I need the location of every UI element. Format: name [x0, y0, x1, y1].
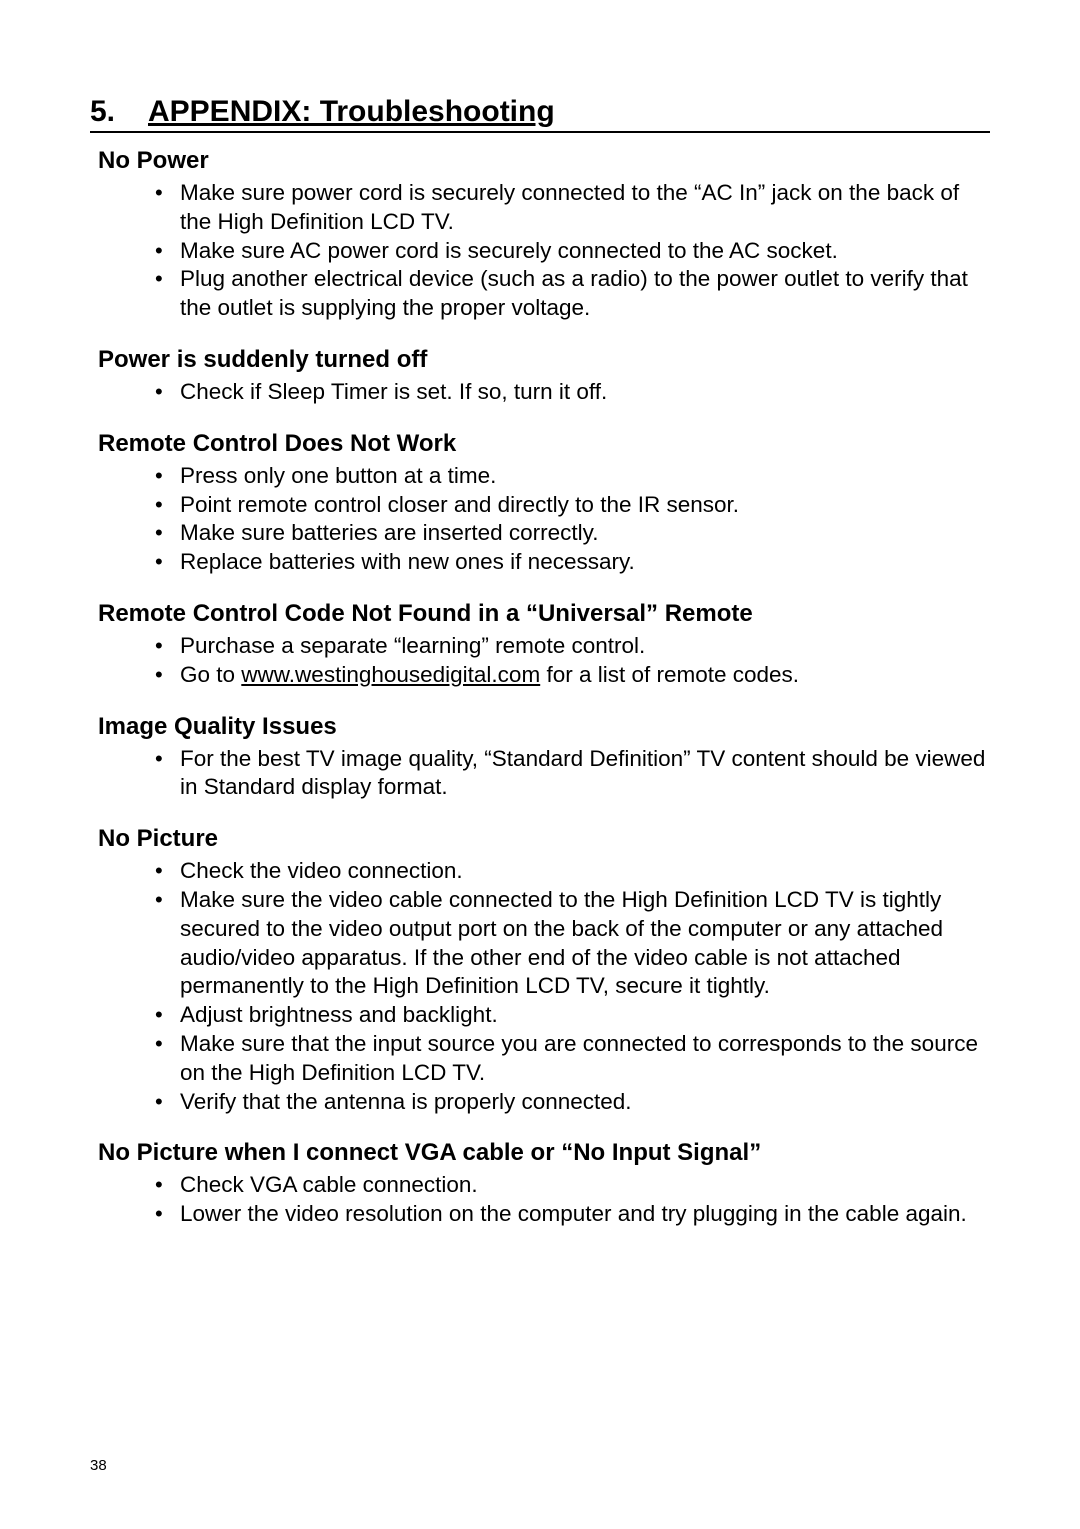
section-heading: No Power	[90, 147, 990, 175]
list-item: Adjust brightness and backlight.	[155, 1001, 990, 1030]
list-item: Purchase a separate “learning” remote co…	[155, 632, 990, 661]
sections-container: No Power Make sure power cord is securely…	[90, 147, 990, 1229]
bullet-list: For the best TV image quality, “Standard…	[90, 745, 990, 803]
heading-title: APPENDIX: Troubleshooting	[148, 95, 555, 128]
section-heading: No Picture when I connect VGA cable or “…	[90, 1139, 990, 1167]
page-title: 5.APPENDIX: Troubleshooting	[90, 95, 990, 133]
list-item: Make sure the video cable connected to t…	[155, 886, 990, 1001]
external-link[interactable]: www.westinghousedigital.com	[241, 662, 540, 687]
list-item: Make sure batteries are inserted correct…	[155, 519, 990, 548]
list-item-text: Go to	[180, 662, 241, 687]
bullet-list: Press only one button at a time.Point re…	[90, 462, 990, 577]
list-item: Check if Sleep Timer is set. If so, turn…	[155, 378, 990, 407]
bullet-list: Check if Sleep Timer is set. If so, turn…	[90, 378, 990, 407]
section-heading: Power is suddenly turned off	[90, 346, 990, 374]
list-item: Press only one button at a time.	[155, 462, 990, 491]
page-number: 38	[90, 1457, 107, 1474]
list-item: Make sure power cord is securely connect…	[155, 179, 990, 237]
list-item: Check the video connection.	[155, 857, 990, 886]
bullet-list: Purchase a separate “learning” remote co…	[90, 632, 990, 690]
bullet-list: Check the video connection.Make sure the…	[90, 857, 990, 1116]
section-heading: Remote Control Does Not Work	[90, 430, 990, 458]
document-page: 5.APPENDIX: Troubleshooting No Power Make…	[0, 0, 1080, 1529]
list-item: Verify that the antenna is properly conn…	[155, 1088, 990, 1117]
list-item: Check VGA cable connection.	[155, 1171, 990, 1200]
heading-number: 5.	[90, 95, 148, 129]
list-item: Go to www.westinghousedigital.com for a …	[155, 661, 990, 690]
section-heading: Remote Control Code Not Found in a “Univ…	[90, 600, 990, 628]
list-item: Lower the video resolution on the comput…	[155, 1200, 990, 1229]
list-item: Make sure AC power cord is securely conn…	[155, 237, 990, 266]
bullet-list: Make sure power cord is securely connect…	[90, 179, 990, 323]
section-heading: Image Quality Issues	[90, 713, 990, 741]
list-item: Make sure that the input source you are …	[155, 1030, 990, 1088]
list-item: Point remote control closer and directly…	[155, 491, 990, 520]
section-heading: No Picture	[90, 825, 990, 853]
list-item: Plug another electrical device (such as …	[155, 265, 990, 323]
list-item: For the best TV image quality, “Standard…	[155, 745, 990, 803]
list-item: Replace batteries with new ones if neces…	[155, 548, 990, 577]
list-item-text: for a list of remote codes.	[540, 662, 799, 687]
bullet-list: Check VGA cable connection.Lower the vid…	[90, 1171, 990, 1229]
